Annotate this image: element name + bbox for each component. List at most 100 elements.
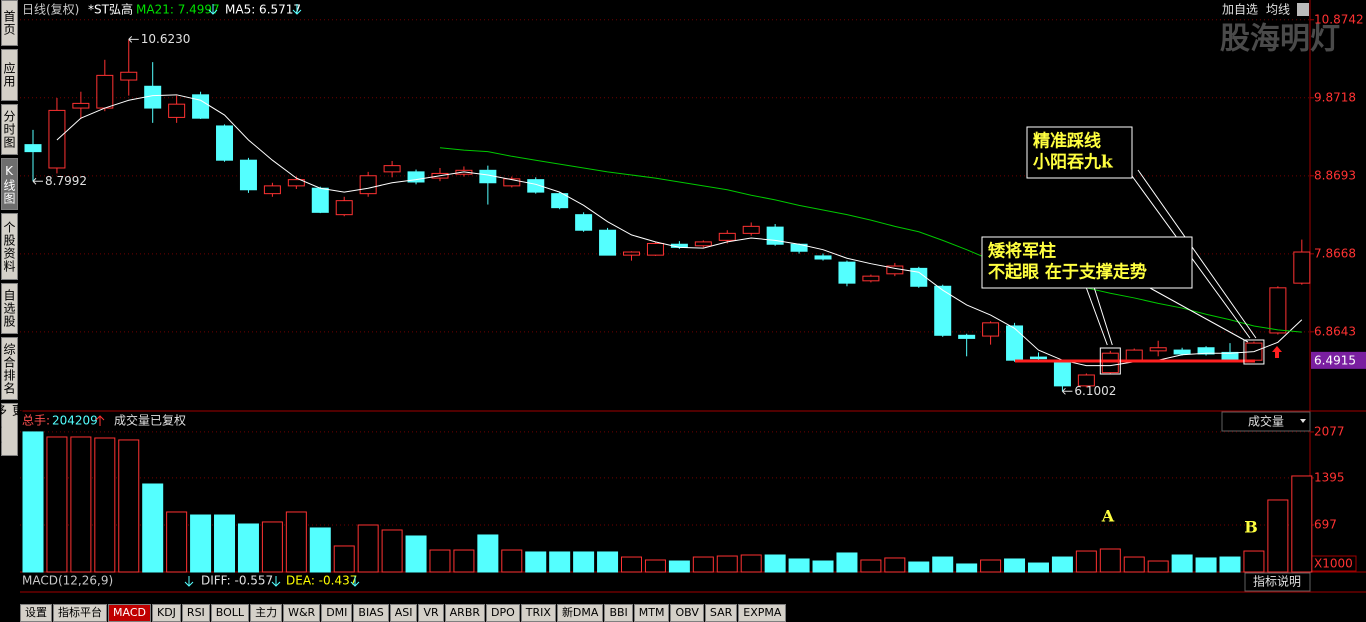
volume-bar [142,483,164,573]
volume-bar [549,551,571,573]
add-favorite-button[interactable]: 加自选 [1222,3,1258,17]
indicator-tab[interactable]: RSI [181,604,210,622]
volume-bar [1171,554,1193,573]
callout-text: 精准踩线 [1033,131,1101,152]
indicator-tab[interactable]: ASI [389,604,418,622]
candle-body [48,109,66,169]
indicator-tab[interactable]: VR [418,604,444,622]
volume-bar [70,436,92,573]
volume-note: 成交量已复权 [114,413,186,428]
indicator-tab[interactable]: DPO [486,604,520,622]
indicator-selector[interactable] [1221,411,1311,432]
indicator-tab[interactable]: 指标平台 [53,604,107,622]
indicator-tab[interactable]: SAR [704,604,738,622]
menu-icon[interactable] [1297,3,1309,16]
indicator-tab[interactable]: MTM [633,604,670,622]
indicator-tab[interactable]: 主力 [250,604,283,622]
highlight-box [1243,339,1265,365]
candle-body [1293,251,1311,284]
volume-bar [118,439,140,573]
indicator-tab[interactable]: 设置 [20,604,52,622]
macd-dea: DEA: -0.437 [286,574,357,588]
volume-bar [788,558,810,573]
candle-body [1125,349,1143,361]
indicator-tab[interactable]: KDJ [151,604,181,622]
candle-body [192,94,210,119]
indicator-tab[interactable]: MACD [108,604,151,622]
chart-area: 日线(复权) *ST弘高 MA21: 7.4997 MA5: 6.5717 加自… [20,0,1366,593]
unit-label: X1000 [1314,557,1353,571]
candle-body [216,125,234,161]
indicator-tab[interactable]: BOLL [210,604,250,622]
indicator-selector-label: 成交量 [1248,414,1284,429]
candle-body [1101,352,1119,374]
candle-body [24,144,42,153]
sidebar-item[interactable]: 更多.. [0,403,25,456]
indicator-tab[interactable]: EXPMA [738,604,787,622]
sidebar-item[interactable]: 分时图 [1,104,18,155]
indicator-tab[interactable]: 新DMA [556,604,604,622]
ma21-label: MA21: 7.4997 [136,3,220,17]
indicator-tab[interactable]: BIAS [353,604,389,622]
sidebar-item[interactable]: K线图 [1,158,18,210]
callout-text: 矮将军柱 [988,241,1056,262]
volume-bar [1075,550,1097,573]
volume-bar [309,527,331,573]
callout-text: 不起眼 在于支撑走势 [988,262,1147,283]
candle-body [1053,361,1071,387]
indicator-tab[interactable]: ARBR [444,604,486,622]
indicator-tab[interactable]: TRIX [520,604,556,622]
volume-bar [405,535,427,573]
candle-body [623,251,640,256]
volume-bar [716,555,738,573]
sidebar-item[interactable]: 自选股 [1,283,18,334]
ma-button[interactable]: 均线 [1266,3,1290,17]
down-arrow-icon [350,576,360,587]
period-label: 日线(复权) [22,3,79,17]
volume-mark: B [1244,518,1258,537]
sidebar-item[interactable]: 应用 [1,49,18,101]
volume-bar [956,563,978,573]
volume-bar [764,554,786,573]
candle-body [503,178,521,187]
candle-body [1197,347,1215,355]
callout-pointer [1085,286,1249,346]
volume-bar [333,545,355,573]
volume-total-label: 总手: [22,414,50,428]
help-button[interactable] [1244,572,1311,592]
volume-bar [597,551,619,573]
candle-body [1077,374,1095,387]
sidebar-item[interactable]: 首页 [1,0,18,46]
volume-bar [285,511,307,573]
y-tick-label: 7.8668 [1314,246,1356,260]
moving-average-line [439,147,1302,333]
ma5-label: MA5: 6.5717 [225,3,301,17]
indicator-tab[interactable]: OBV [670,604,704,622]
watermark: 股海明灯 [1220,22,1340,57]
indicator-tab[interactable]: W&R [283,604,321,622]
candle-body [551,193,569,209]
dropdown-icon [1300,419,1306,423]
volume-bar [573,551,595,573]
candle-body [910,267,928,287]
volume-bar [477,534,499,573]
candle-body [1149,347,1167,352]
candle-body [168,103,186,118]
candle-body [646,242,664,256]
sidebar-item[interactable]: 综合排名 [1,337,18,400]
volume-bar [1099,548,1121,573]
down-arrow-icon [208,4,218,15]
sidebar-item[interactable]: 个股资料 [1,213,18,280]
pointer-arrow [128,35,139,43]
current-price-box [1311,351,1366,369]
volume-bar [214,514,236,573]
candle-body [862,275,880,282]
indicator-tab[interactable]: BBI [604,604,633,622]
volume-bar [525,551,547,573]
candle-body [383,165,401,173]
y-tick-label: 9.8718 [1314,90,1356,104]
volume-bar [860,559,882,573]
indicator-tab[interactable]: DMI [321,604,353,622]
volume-bar [692,556,714,573]
volume-bar [1291,475,1313,573]
